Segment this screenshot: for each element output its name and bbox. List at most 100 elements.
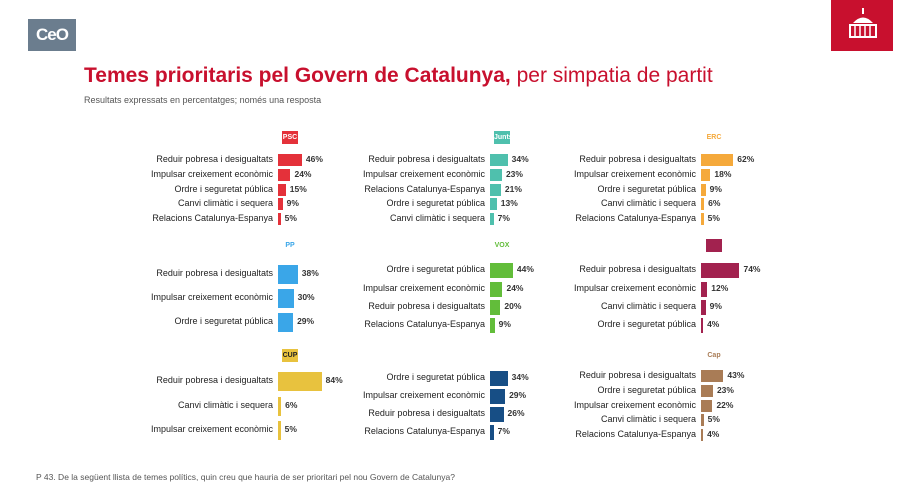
data-label: 5% <box>707 213 720 223</box>
title-bold: Temes prioritaris pel Govern de Cataluny… <box>84 64 511 87</box>
bar <box>701 184 706 196</box>
data-label: 34% <box>511 372 529 382</box>
tick-label: Reduir pobresa i desigualtats <box>156 154 273 164</box>
party-logo-8: Cap <box>707 352 721 359</box>
tick-label: Impulsar creixement econòmic <box>573 400 696 410</box>
bar <box>701 370 724 382</box>
data-label: 30% <box>297 292 315 302</box>
tick-label: Ordre i seguretat pública <box>386 264 485 274</box>
bar <box>490 424 494 440</box>
tick-label: Ordre i seguretat pública <box>174 316 273 326</box>
data-label: 12% <box>711 283 729 293</box>
tick-label: Reduir pobresa i desigualtats <box>579 370 696 380</box>
data-label: 4% <box>707 319 720 329</box>
data-label: 38% <box>301 268 319 278</box>
tick-label: Impulsar creixement econòmic <box>362 390 485 400</box>
tick-label: Canvi climàtic i sequera <box>600 198 696 208</box>
bar <box>278 184 286 196</box>
party-logo-5 <box>706 239 722 252</box>
party-logo-0: PSC <box>282 131 298 144</box>
data-label: 34% <box>511 154 529 164</box>
data-label: 4% <box>707 429 720 439</box>
bar <box>701 169 711 181</box>
data-label: 23% <box>505 169 523 179</box>
data-label: 24% <box>294 169 312 179</box>
bar <box>278 169 291 181</box>
bar <box>490 281 503 297</box>
subtitle: Resultats expressats en percentatges; no… <box>84 95 322 105</box>
data-label: 15% <box>289 184 307 194</box>
ceo-logo: CeO <box>28 19 76 51</box>
bar <box>701 198 705 210</box>
tick-label: Impulsar creixement econòmic <box>362 169 485 179</box>
bar <box>701 262 740 278</box>
bar <box>490 198 497 210</box>
tick-label: Reduir pobresa i desigualtats <box>156 375 273 385</box>
data-label: 62% <box>737 154 755 164</box>
footnote: P 43. De la següent llista de temes polí… <box>36 472 455 482</box>
tick-label: Impulsar creixement econòmic <box>573 169 696 179</box>
bar <box>490 169 502 181</box>
tick-label: Ordre i seguretat pública <box>386 198 485 208</box>
data-label: 7% <box>497 426 510 436</box>
tick-label: Ordre i seguretat pública <box>597 184 696 194</box>
data-label: 18% <box>714 169 732 179</box>
bar <box>490 262 513 278</box>
bar <box>278 154 302 166</box>
data-label: 23% <box>716 385 734 395</box>
bar <box>490 388 506 404</box>
data-label: 9% <box>709 184 722 194</box>
bar <box>701 429 704 441</box>
bar <box>278 213 281 225</box>
tick-label: Relacions Catalunya-Espanya <box>364 319 485 329</box>
data-label: 5% <box>284 424 297 434</box>
tick-label: Relacions Catalunya-Espanya <box>575 213 696 223</box>
party-logo-1: Junts <box>494 131 513 144</box>
bar <box>278 396 282 416</box>
tick-label: Impulsar creixement econòmic <box>150 424 273 434</box>
party-logo-6: CUP <box>282 349 298 362</box>
bar <box>490 406 504 422</box>
tick-label: Relacions Catalunya-Espanya <box>575 429 696 439</box>
tick-label: Reduir pobresa i desigualtats <box>579 264 696 274</box>
government-logo <box>831 0 893 51</box>
data-label: 26% <box>507 408 525 418</box>
bar <box>701 400 713 412</box>
tick-label: Impulsar creixement econòmic <box>573 283 696 293</box>
data-label: 5% <box>284 213 297 223</box>
data-label: 21% <box>504 184 522 194</box>
tick-label: Canvi climàtic i sequera <box>389 213 485 223</box>
tick-label: Relacions Catalunya-Espanya <box>152 213 273 223</box>
bar <box>278 264 298 284</box>
bar <box>490 213 494 225</box>
tick-label: Relacions Catalunya-Espanya <box>364 426 485 436</box>
data-label: 7% <box>497 213 510 223</box>
data-label: 13% <box>500 198 518 208</box>
data-label: 44% <box>516 264 534 274</box>
tick-label: Impulsar creixement econòmic <box>150 292 273 302</box>
bar <box>490 154 508 166</box>
party-logo-4: VOX <box>494 242 510 249</box>
tick-label: Ordre i seguretat pública <box>386 372 485 382</box>
data-label: 9% <box>498 319 511 329</box>
data-label: 5% <box>707 414 720 424</box>
party-logo-7 <box>494 349 510 362</box>
bar <box>278 198 283 210</box>
bar <box>701 385 713 397</box>
bar <box>701 213 704 225</box>
bar <box>701 299 706 315</box>
tick-label: Ordre i seguretat pública <box>597 385 696 395</box>
building-icon <box>849 8 877 38</box>
bar <box>490 299 501 315</box>
tick-label: Canvi climàtic i sequera <box>600 301 696 311</box>
data-label: 20% <box>504 301 522 311</box>
bar <box>278 288 294 308</box>
tick-label: Reduir pobresa i desigualtats <box>368 154 485 164</box>
data-label: 29% <box>297 316 315 326</box>
data-label: 29% <box>509 390 527 400</box>
tick-label: Ordre i seguretat pública <box>597 319 696 329</box>
tick-label: Reduir pobresa i desigualtats <box>579 154 696 164</box>
title-rest: per simpatia de partit <box>510 64 713 87</box>
tick-label: Ordre i seguretat pública <box>174 184 273 194</box>
data-label: 74% <box>743 264 761 274</box>
